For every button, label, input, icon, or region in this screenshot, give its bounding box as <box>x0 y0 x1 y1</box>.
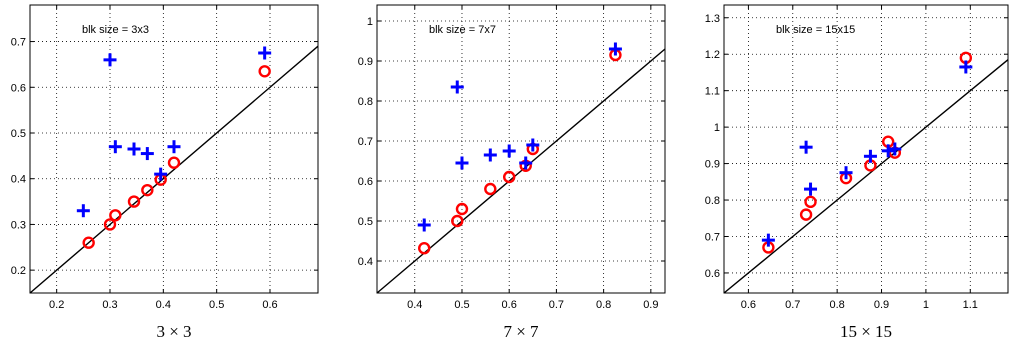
data-point-circle <box>103 218 117 231</box>
data-point-plus <box>804 182 818 196</box>
x-axis-label: 15 × 15 <box>840 322 892 341</box>
data-point-plus <box>127 142 141 156</box>
data-point-plus <box>959 60 973 74</box>
data-point-plus <box>76 204 90 218</box>
y-tick-label: 0.7 <box>11 37 26 49</box>
data-point-circle <box>804 195 817 209</box>
reference-line-y-equals-x <box>30 45 318 293</box>
x-tick-label: 1.1 <box>963 299 978 311</box>
data-point-plus <box>502 144 516 158</box>
data-point-plus <box>103 53 117 67</box>
data-point-plus <box>140 147 154 161</box>
y-tick-label: 0.6 <box>705 268 720 280</box>
plot-frame <box>376 4 666 294</box>
data-point-circle <box>258 65 271 78</box>
x-tick-label: 0.7 <box>549 299 564 311</box>
reference-line-y-equals-x <box>724 58 1008 293</box>
data-point-plus <box>761 233 775 247</box>
x-tick-label: 0.2 <box>49 299 64 311</box>
block-size-annotation: blk size = 3x3 <box>82 24 149 36</box>
block-size-annotation: blk size = 7x7 <box>429 24 496 36</box>
x-tick-label: 0.7 <box>785 299 800 311</box>
data-point-plus <box>799 140 813 154</box>
y-tick-label: 1 <box>367 16 373 28</box>
data-point-circle <box>127 195 141 208</box>
y-tick-label: 0.7 <box>358 136 373 148</box>
x-axis-label: 7 × 7 <box>503 322 539 341</box>
y-tick-label: 1 <box>714 122 720 134</box>
data-point-plus <box>154 167 168 181</box>
chart-panel-2: 0.4 0.5 0.6 0.7 0.8 0.9 0.4 0.5 0.6 0.7 0.8 0.9 1 blk… <box>358 4 666 341</box>
y-tick-label: 1.2 <box>705 49 720 61</box>
data-point-circle <box>502 170 516 184</box>
x-tick-label: 0.6 <box>741 299 756 311</box>
data-point-plus <box>881 144 895 158</box>
data-point-circle <box>82 236 95 249</box>
x-tick-label: 0.4 <box>156 299 171 311</box>
data-point-plus <box>258 46 272 60</box>
data-point-plus <box>483 148 497 162</box>
data-point-circle <box>451 214 464 228</box>
y-tick-label: 0.8 <box>358 96 373 108</box>
x-tick-label: 0.6 <box>502 299 517 311</box>
y-tick-label: 0.3 <box>11 219 26 231</box>
data-point-circle <box>799 208 813 221</box>
data-point-plus <box>455 156 469 170</box>
data-point-plus <box>450 80 464 94</box>
y-tick-label: 0.6 <box>358 176 373 188</box>
plot-frame <box>723 4 1009 294</box>
x-tick-label: 0.4 <box>407 299 422 311</box>
y-tick-label: 0.7 <box>705 231 720 243</box>
x-tick-label: 0.5 <box>454 299 469 311</box>
data-point-plus <box>526 138 540 152</box>
y-tick-label: 0.6 <box>11 82 26 94</box>
y-tick-label: 0.4 <box>11 174 26 186</box>
data-point-circle <box>418 241 431 255</box>
data-point-plus <box>863 149 877 163</box>
y-tick-label: 0.5 <box>358 216 373 228</box>
y-tick-label: 0.4 <box>358 256 373 268</box>
chart-panel-1: 0.2 0.3 0.4 0.5 0.6 0.2 0.3 0.4 0.5 0.6 0.7 blk siz… <box>11 4 319 341</box>
block-size-annotation: blk size = 15x15 <box>776 24 855 36</box>
x-tick-label: 0.5 <box>209 299 224 311</box>
x-tick-label: 0.9 <box>643 299 658 311</box>
data-point-plus <box>888 142 902 156</box>
plot-frame <box>29 4 319 294</box>
data-point-circle <box>455 202 469 216</box>
data-point-plus <box>839 166 853 180</box>
y-tick-label: 0.9 <box>705 159 720 171</box>
y-tick-label: 1.1 <box>705 86 720 98</box>
x-tick-label: 0.8 <box>596 299 611 311</box>
chart-panel-3: 0.6 0.7 0.8 0.9 1 1.1 0.6 0.7 0.8 0.9 1 1.1 1.2 1.3 bl… <box>705 4 1009 341</box>
data-point-plus <box>519 156 533 170</box>
data-point-plus <box>417 218 431 232</box>
y-tick-label: 0.8 <box>705 195 720 207</box>
x-tick-label: 0.6 <box>262 299 277 311</box>
x-tick-label: 0.3 <box>102 299 117 311</box>
data-point-plus <box>608 42 622 56</box>
data-point-plus <box>108 140 122 154</box>
y-tick-label: 0.2 <box>11 265 26 277</box>
data-point-circle <box>141 183 154 197</box>
data-point-plus <box>167 140 181 154</box>
data-point-circle <box>484 182 497 196</box>
data-point-circle <box>167 156 181 169</box>
x-axis-label: 3 × 3 <box>156 322 191 341</box>
y-tick-label: 0.9 <box>358 56 373 68</box>
x-tick-label: 0.9 <box>874 299 889 311</box>
y-tick-label: 1.3 <box>705 13 720 25</box>
reference-line-y-equals-x <box>377 48 665 293</box>
x-tick-label: 1 <box>923 299 929 311</box>
data-point-circle <box>109 209 122 222</box>
x-tick-label: 0.8 <box>830 299 845 311</box>
y-tick-label: 0.5 <box>11 128 26 140</box>
